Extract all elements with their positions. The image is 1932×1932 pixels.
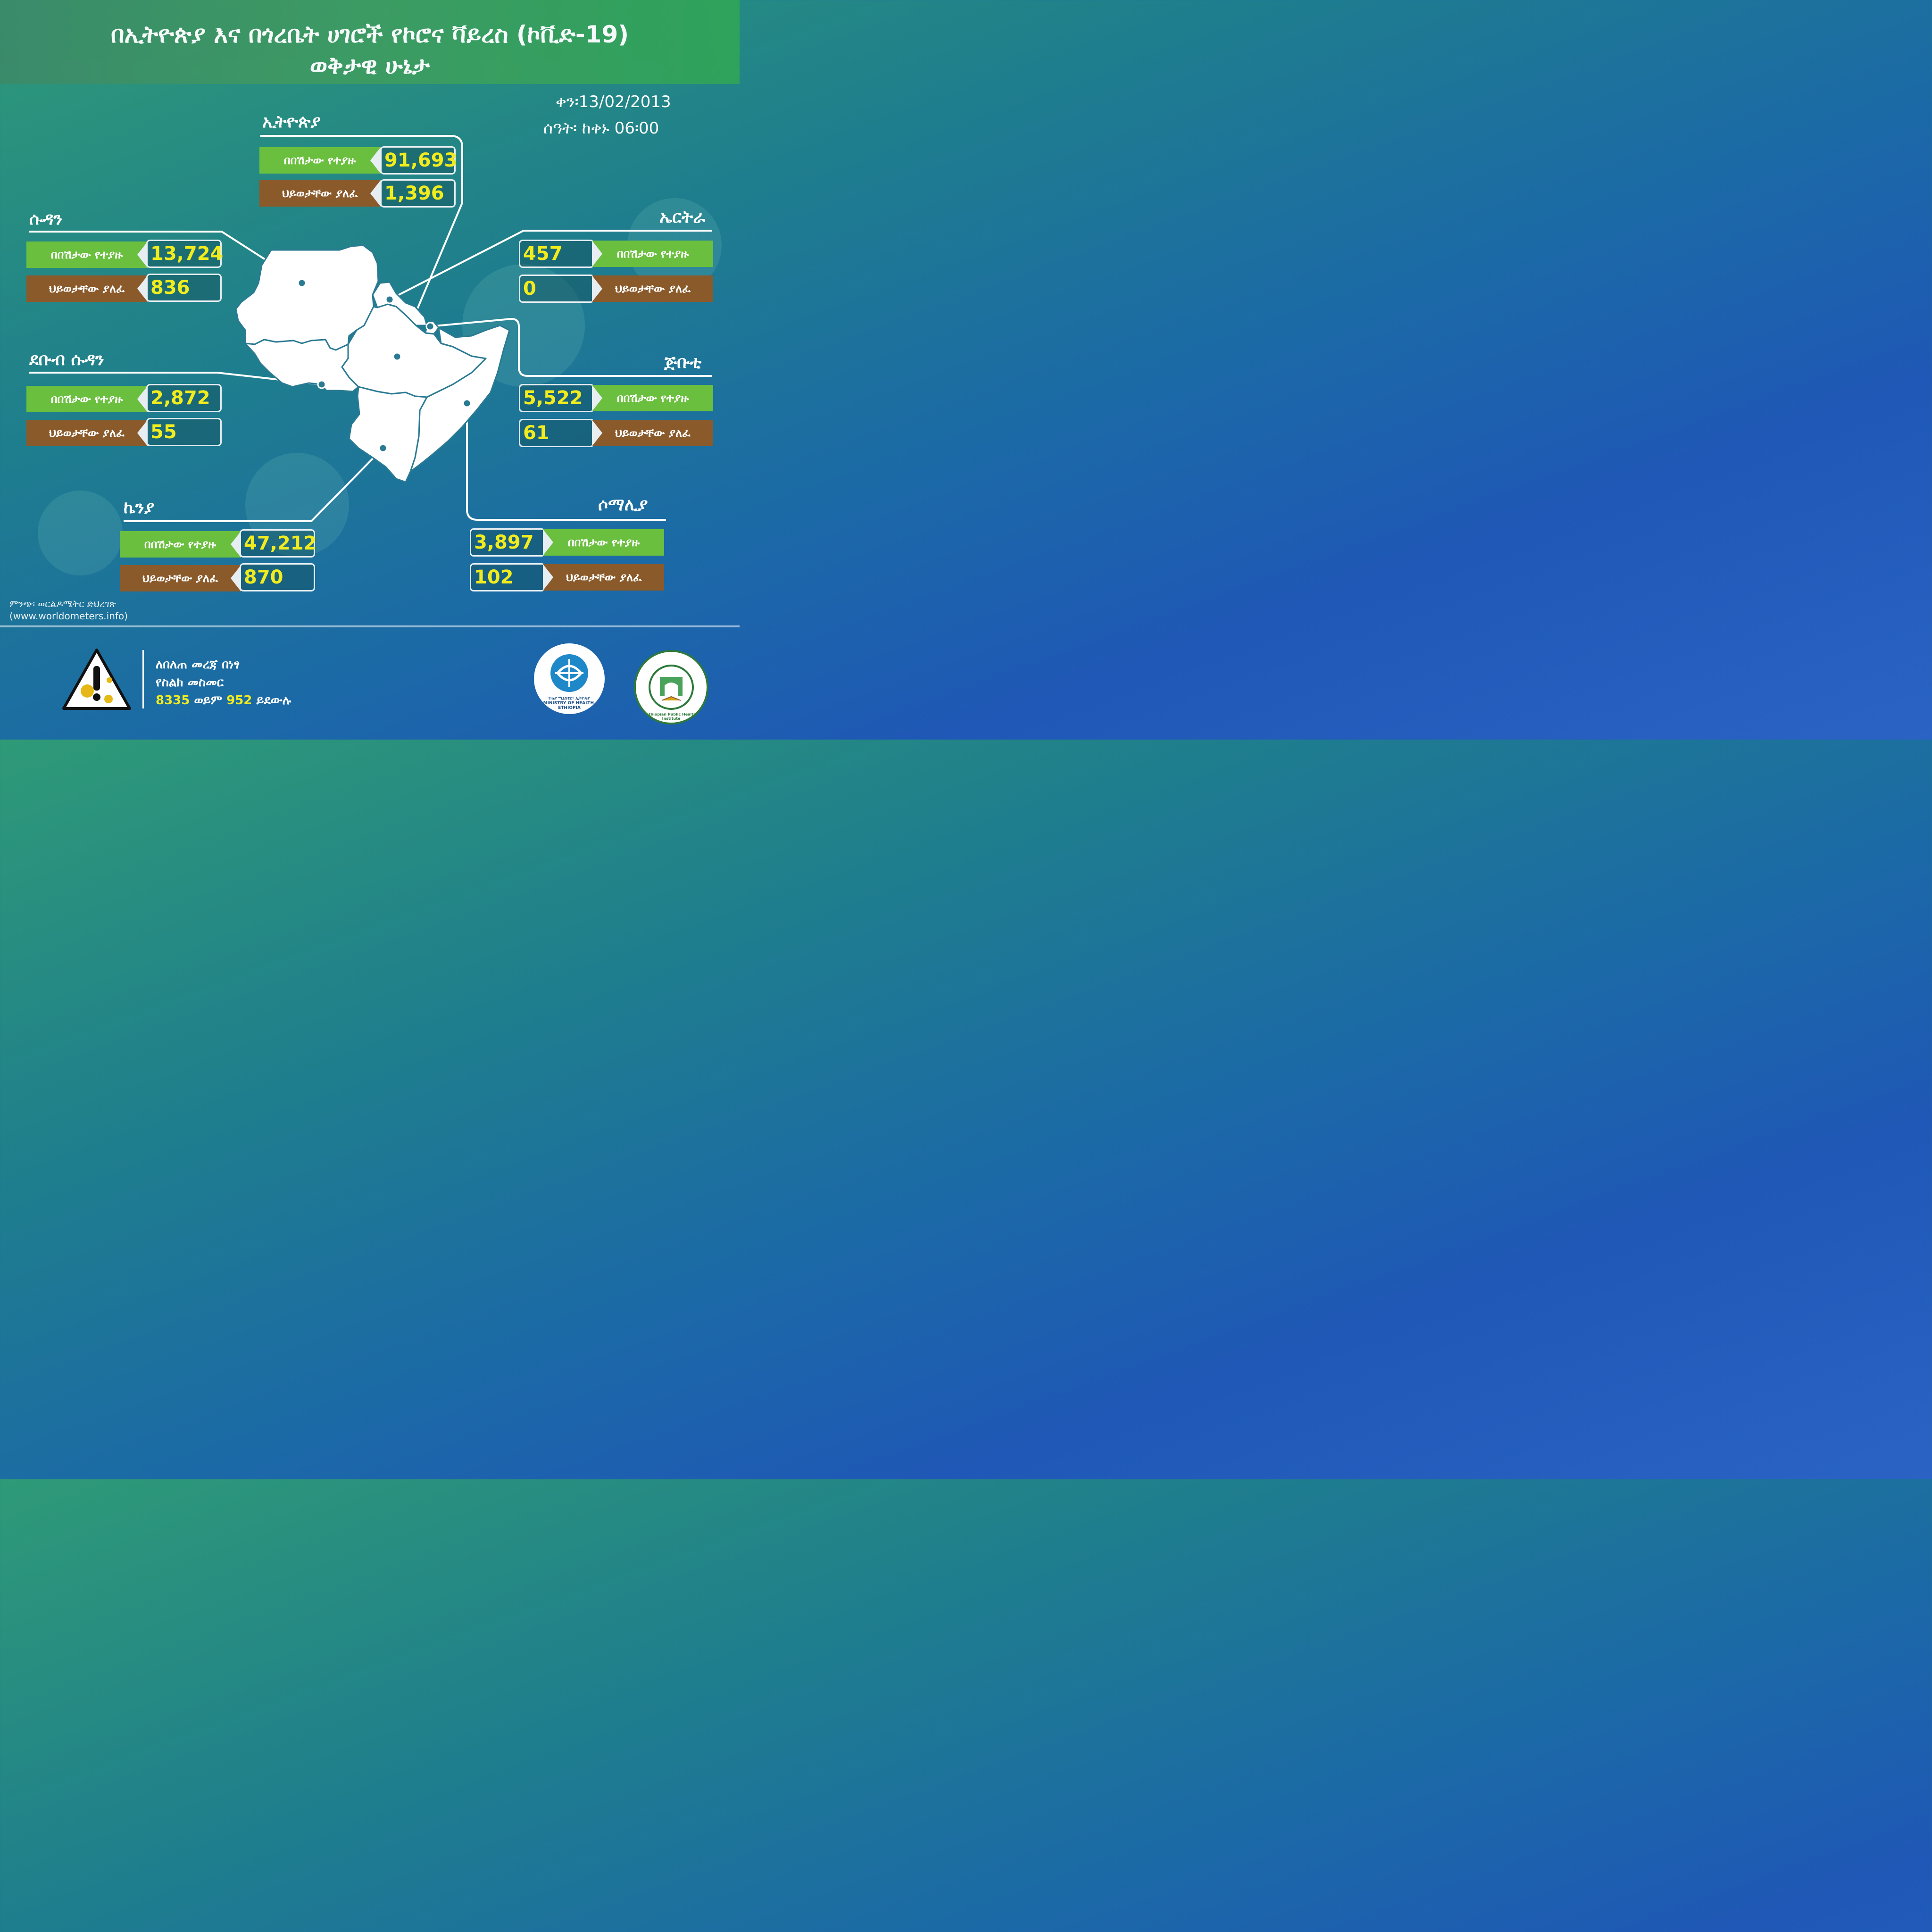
djibouti-deaths-label: ህይወታቸው ያለፈ	[592, 420, 713, 446]
hotline-number-952: 952	[226, 693, 252, 708]
moh-emblem-icon	[550, 654, 588, 692]
ephi-logo: Ethiopian Public Health Institute	[634, 650, 708, 724]
ethiopia-cases-label: በበሽታው የተያዙ	[259, 147, 381, 174]
date-text: ቀን፡13/02/2013	[556, 92, 671, 111]
somalia-deaths-label: ህይወታቸው ያለፈ	[543, 564, 664, 591]
eritrea-deaths-value: 0	[519, 275, 594, 303]
country-name-kenya: ኬንያ	[124, 498, 155, 517]
source-line1: ምንጭ፡ ወርልዶሜትር ድህረገጽ	[9, 598, 117, 609]
south-sudan-shape	[244, 339, 359, 392]
country-name-somalia: ሶማሊያ	[598, 495, 648, 515]
time-text: ሰዓት፡ ከቀኑ 06፡00	[543, 119, 659, 138]
somalia-cases-value: 3,897	[470, 528, 545, 557]
moh-logo-text: የጤና ሚኒስቴር፣ ኢትዮጵያ MINISTRY OF HEALTH, ETH…	[543, 696, 596, 710]
sudan-cases-label: በበሽታው የተያዙ	[26, 242, 148, 268]
sudan-deaths-label: ህይወታቸው ያለፈ	[26, 275, 148, 302]
footer-divider	[0, 625, 740, 627]
hotline-or: ወይም	[194, 693, 223, 708]
ethiopia-deaths-label: ህይወታቸው ያለፈ	[259, 180, 381, 207]
eritrea-marker	[385, 295, 394, 304]
horn-of-africa-map	[235, 244, 510, 483]
hotline-line1: ለበለጠ መረጃ በነፃ	[156, 658, 240, 672]
kenya-cases-label: በበሽታው የተያዙ	[120, 531, 241, 558]
ethiopia-deaths-value: 1,396	[380, 179, 456, 208]
ephi-emblem-icon	[649, 665, 694, 710]
eritrea-connector-line	[389, 230, 712, 300]
djibouti-deaths-value: 61	[519, 419, 594, 447]
south-sudan-deaths-value: 55	[146, 418, 222, 446]
somalia-deaths-value: 102	[470, 563, 545, 591]
kenya-marker	[378, 443, 388, 453]
country-name-ethiopia: ኢትዮጵያ	[262, 112, 321, 132]
title-banner: በኢትዮጵያ እና በጎረቤት ሀገሮች የኮሮና ቫይረስ (ኮቪድ-19) …	[0, 0, 740, 84]
source-url: (www.worldometers.info)	[9, 610, 128, 622]
eritrea-cases-label: በበሽታው የተያዙ	[592, 241, 713, 267]
south-sudan-cases-value: 2,872	[146, 384, 222, 412]
south-sudan-deaths-label: ህይወታቸው ያለፈ	[26, 420, 148, 446]
page-title-line1: በኢትዮጵያ እና በጎረቤት ሀገሮች የኮሮና ቫይረስ (ኮቪድ-19)	[110, 21, 629, 48]
ethiopia-connector-line	[260, 135, 463, 357]
djibouti-cases-value: 5,522	[519, 384, 594, 412]
hotline-numbers: 8335 ወይም 952 ይደውሉ	[156, 693, 291, 708]
background-virus-blob	[245, 453, 349, 557]
ministry-of-health-logo: የጤና ሚኒስቴር፣ ኢትዮጵያ MINISTRY OF HEALTH, ETH…	[534, 643, 605, 714]
page-title-line2: ወቅታዊ ሁኔታ	[309, 52, 430, 79]
south-sudan-cases-label: በበሽታው የተያዙ	[26, 386, 148, 412]
kenya-shape	[348, 386, 428, 483]
country-name-djibouti: ጅቡቲ	[664, 353, 702, 372]
kenya-cases-value: 47,212	[240, 529, 316, 558]
somalia-marker	[462, 399, 472, 408]
kenya-connector-line	[124, 447, 384, 522]
somalia-shape	[409, 325, 510, 473]
country-name-sudan: ሱዳን	[29, 209, 63, 229]
sudan-marker	[297, 278, 307, 288]
map-and-connectors	[29, 135, 712, 522]
djibouti-connector-line	[430, 317, 712, 377]
ephi-logo-text: Ethiopian Public Health Institute	[646, 712, 696, 721]
ethiopia-marker	[392, 352, 402, 361]
kenya-deaths-label: ህይወታቸው ያለፈ	[120, 565, 241, 591]
djibouti-cases-label: በበሽታው የተያዙ	[592, 385, 713, 411]
kenya-deaths-value: 870	[240, 563, 315, 591]
sudan-cases-value: 13,724	[146, 240, 223, 268]
eritrea-cases-value: 457	[519, 240, 594, 268]
sudan-deaths-value: 836	[146, 274, 222, 302]
somalia-cases-label: በበሽታው የተያዙ	[543, 529, 664, 556]
hotline-divider	[142, 650, 144, 708]
ethiopia-cases-value: 91,693	[380, 146, 457, 175]
background-virus-blob	[38, 491, 123, 575]
djibouti-marker	[425, 322, 435, 331]
somalia-connector-line	[466, 403, 666, 521]
hotline-line2: የስልክ መስመር	[156, 675, 224, 690]
hotline-number-8335: 8335	[156, 693, 190, 708]
country-name-south-sudan: ደቡብ ሱዳን	[29, 350, 104, 369]
virus-warning-icon	[62, 649, 131, 710]
country-name-eritrea: ኤርትራ	[659, 208, 706, 227]
eritrea-deaths-label: ህይወታቸው ያለፈ	[592, 275, 713, 302]
south-sudan-marker	[317, 380, 326, 389]
hotline-call: ይደውሉ	[256, 693, 291, 708]
